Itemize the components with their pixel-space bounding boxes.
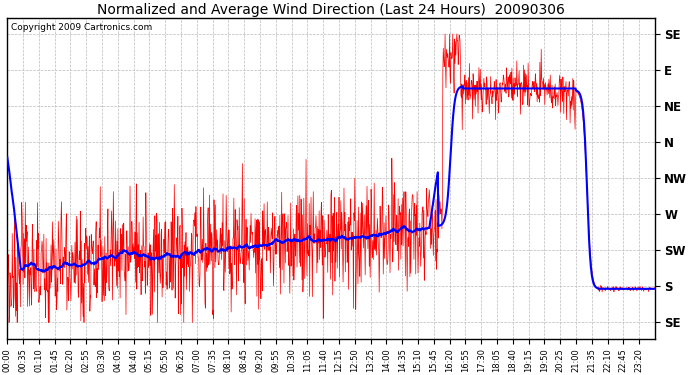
Text: Copyright 2009 Cartronics.com: Copyright 2009 Cartronics.com (10, 23, 152, 32)
Title: Normalized and Average Wind Direction (Last 24 Hours)  20090306: Normalized and Average Wind Direction (L… (97, 3, 565, 17)
